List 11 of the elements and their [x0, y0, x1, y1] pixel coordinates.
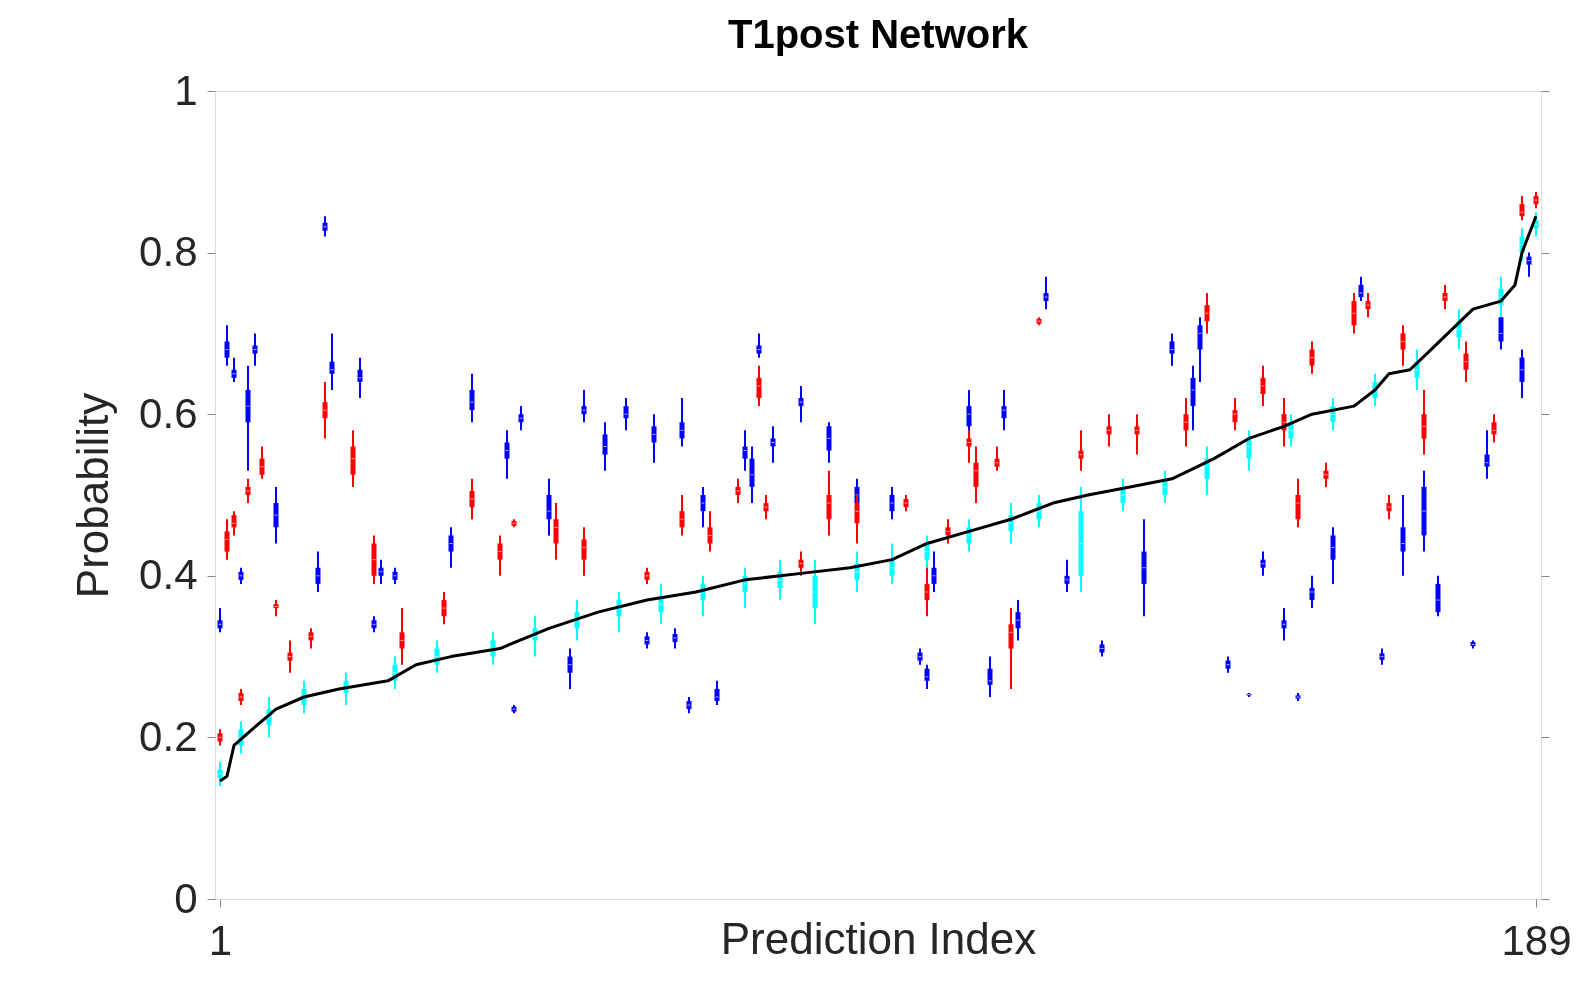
y-axis-title: Probability [68, 392, 118, 599]
chart-title: T1post Network [727, 12, 1029, 56]
y-tick-label: 0.4 [139, 551, 198, 599]
y-tick-label: 0 [174, 874, 198, 922]
y-tick-label: 0.6 [139, 389, 198, 437]
y-tick-label: 0.8 [139, 228, 198, 276]
x-axis-title: Prediction Index [720, 913, 1037, 963]
x-tick-label: 189 [1501, 916, 1572, 964]
y-tick-label: 0.2 [139, 712, 198, 760]
y-tick-label: 1 [174, 66, 198, 114]
line-series [218, 214, 1538, 783]
